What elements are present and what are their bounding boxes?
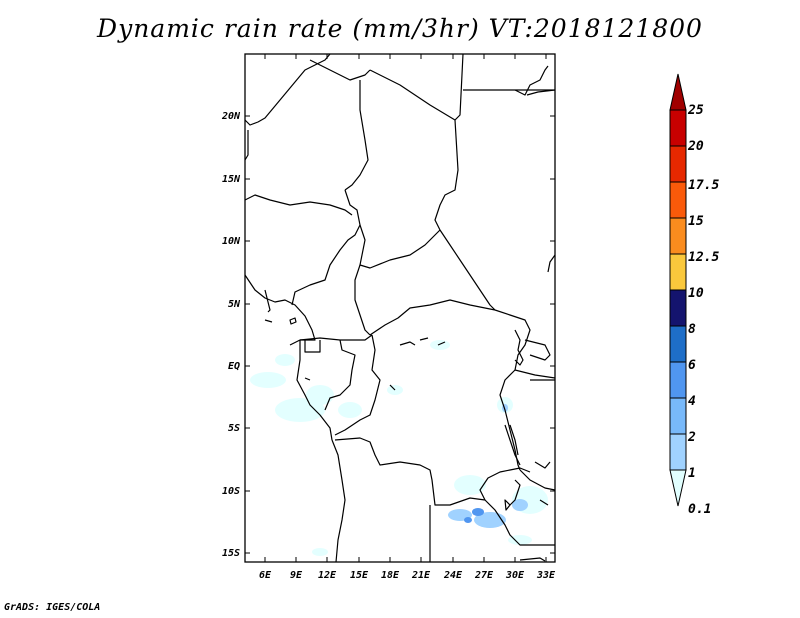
colorbar-swatch — [669, 397, 687, 435]
country-boundaries — [244, 53, 556, 563]
colorbar-label: 17.5 — [688, 178, 719, 193]
lon-label: 6E — [259, 570, 272, 581]
colorbar-label: 15 — [688, 214, 704, 229]
colorbar-label: 8 — [688, 322, 696, 337]
colorbar-label: 0.1 — [688, 502, 711, 517]
lat-label: 15N — [222, 174, 241, 185]
lon-label: 33E — [536, 570, 556, 581]
lon-label: 27E — [474, 570, 494, 581]
colorbar-swatch — [669, 73, 687, 111]
colorbar-swatch — [669, 361, 687, 399]
lat-label: 20N — [221, 111, 241, 122]
colorbar — [669, 73, 687, 507]
map-frame — [244, 53, 556, 563]
colorbar-label: 6 — [688, 358, 696, 373]
lon-label: 18E — [381, 570, 400, 581]
lon-label: 15E — [350, 570, 369, 581]
lon-label: 9E — [290, 570, 303, 581]
map-title: Dynamic rain rate (mm/3hr) VT:2018121800 — [97, 14, 703, 43]
colorbar-label: 4 — [688, 394, 696, 409]
lon-label: 21E — [411, 570, 431, 581]
colorbar-label: 20 — [687, 139, 704, 154]
colorbar-swatch — [669, 145, 687, 183]
colorbar-swatch — [669, 325, 687, 363]
colorbar-swatch — [669, 433, 687, 471]
colorbar-label: 12.5 — [688, 250, 719, 265]
colorbar-swatch — [669, 217, 687, 255]
grads-credit: GrADS: IGES/COLA — [4, 602, 101, 613]
colorbar-swatch — [669, 109, 687, 147]
colorbar-swatch — [669, 181, 687, 219]
colorbar-label: 10 — [688, 286, 704, 301]
lon-label: 24E — [443, 570, 463, 581]
colorbar-label: 1 — [688, 466, 696, 481]
lat-label: 10S — [222, 486, 240, 497]
lat-label: 5S — [228, 423, 240, 434]
lon-label: 12E — [318, 570, 337, 581]
colorbar-swatch — [669, 289, 687, 327]
lat-label: 10N — [222, 236, 241, 247]
colorbar-label: 25 — [687, 103, 704, 118]
rain-shading — [250, 340, 548, 556]
colorbar-swatch — [669, 469, 687, 507]
lat-label: EQ — [228, 361, 240, 372]
axis-ticks — [245, 54, 555, 562]
lat-label: 5N — [228, 299, 241, 310]
colorbar-label: 2 — [687, 430, 696, 445]
lon-label: 30E — [505, 570, 525, 581]
colorbar-swatch — [669, 253, 687, 291]
lat-label: 15S — [222, 548, 240, 559]
